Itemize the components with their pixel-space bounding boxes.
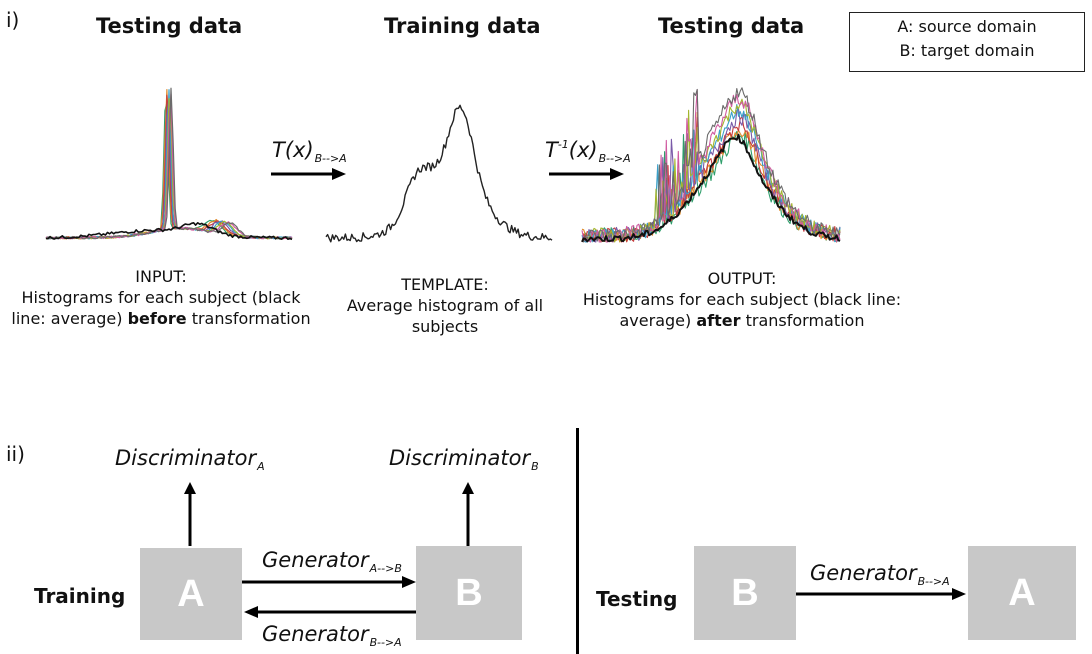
forward-transform-main: T(x) xyxy=(272,138,314,162)
inverse-transform-sub: B-->A xyxy=(598,152,631,165)
template-histogram xyxy=(325,104,553,243)
test-domain-a-box: A xyxy=(968,546,1076,640)
generator-b-to-a-label: GeneratorB-->A xyxy=(262,622,402,649)
generator-b-to-a-arrow xyxy=(244,606,416,618)
input-caption-heading: INPUT: xyxy=(135,267,187,286)
output-histograms xyxy=(581,87,841,243)
discriminator-b-label: DiscriminatorB xyxy=(389,446,539,473)
input-average-curve xyxy=(45,222,293,241)
template-caption-heading: TEMPLATE: xyxy=(401,275,489,294)
template-caption: TEMPLATE: Average histogram of all subje… xyxy=(330,274,560,337)
template-average-curve xyxy=(325,104,553,243)
discriminator-a-label: DiscriminatorA xyxy=(115,446,265,473)
output-subject-curve xyxy=(581,87,841,243)
output-subject-curve xyxy=(581,98,841,243)
output-caption-emphasis: after xyxy=(696,311,741,330)
output-caption: OUTPUT: Histograms for each subject (bla… xyxy=(574,268,910,331)
testing-label: Testing xyxy=(596,587,678,611)
forward-transform-sub: B-->A xyxy=(314,152,347,165)
generator-a-to-b-label: GeneratorA-->B xyxy=(262,548,402,575)
output-subject-curve xyxy=(581,116,841,243)
output-caption-line3: average) after transformation xyxy=(619,311,865,330)
test-domain-a-letter: A xyxy=(1008,571,1036,614)
title-training: Training data xyxy=(384,14,541,38)
template-caption-line2: Average histogram of all xyxy=(346,296,544,315)
output-caption-line2: Histograms for each subject (black line: xyxy=(582,290,902,309)
domain-a-letter: A xyxy=(177,572,205,615)
generator-a-to-b-arrow xyxy=(242,576,416,588)
input-caption-line3: line: average) before transformation xyxy=(11,309,311,328)
input-caption-line2: Histograms for each subject (black xyxy=(21,288,301,307)
arrow-to-discriminator-a xyxy=(184,482,196,546)
training-label: Training xyxy=(34,584,126,608)
input-caption-emphasis: before xyxy=(127,309,187,328)
template-caption-line3: subjects xyxy=(411,317,479,336)
domain-b-letter: B xyxy=(455,571,483,614)
inverse-transform-arrow xyxy=(549,168,624,180)
forward-transform-label: T(x)B-->A xyxy=(272,138,347,165)
input-histograms xyxy=(45,87,293,241)
inverse-transform-label: T-1(x)B-->A xyxy=(545,138,631,165)
test-generator-arrow xyxy=(796,588,966,600)
test-generator-label: GeneratorB-->A xyxy=(810,561,950,588)
output-average-curve xyxy=(581,133,841,243)
inverse-transform-main: T xyxy=(545,138,558,162)
test-domain-b-box: B xyxy=(694,546,796,640)
training-testing-divider xyxy=(576,428,579,654)
domain-a-box: A xyxy=(140,548,242,640)
section-ii-label: ii) xyxy=(6,442,25,466)
title-testing-input: Testing data xyxy=(96,14,243,38)
inverse-transform-arg: (x) xyxy=(568,138,598,162)
domain-legend: A: source domain B: target domain xyxy=(849,12,1085,72)
test-domain-b-letter: B xyxy=(731,571,759,614)
title-testing-output: Testing data xyxy=(658,14,805,38)
arrow-to-discriminator-b xyxy=(462,482,474,546)
section-i-label: i) xyxy=(6,8,20,32)
domain-b-box: B xyxy=(416,546,522,640)
legend-target: B: target domain xyxy=(899,41,1035,60)
legend-source: A: source domain xyxy=(897,17,1037,36)
forward-transform-arrow xyxy=(271,168,346,180)
output-caption-heading: OUTPUT: xyxy=(707,269,777,288)
inverse-transform-sup: -1 xyxy=(557,138,569,151)
input-caption: INPUT: Histograms for each subject (blac… xyxy=(6,266,316,329)
